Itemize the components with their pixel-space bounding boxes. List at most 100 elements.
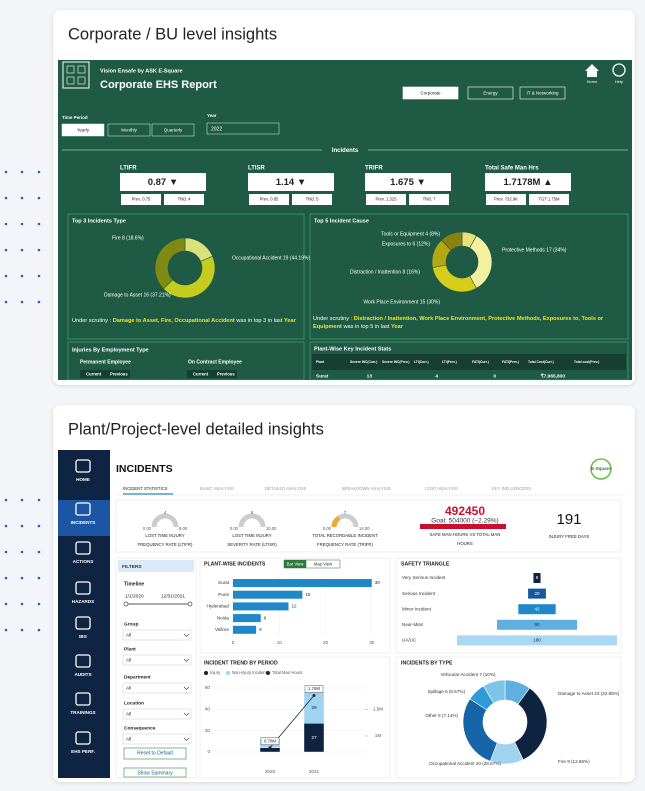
sidebar-item[interactable]: HAZARDS bbox=[72, 599, 94, 604]
button[interactable] bbox=[123, 747, 187, 760]
tab[interactable]: BASIC ANALYSIS bbox=[200, 486, 234, 491]
panel bbox=[199, 557, 391, 654]
sidebar-item[interactable]: HOME bbox=[76, 477, 90, 482]
kpi-name: TRIFR bbox=[365, 166, 383, 172]
label: On Contract Employee bbox=[188, 359, 242, 365]
gauge bbox=[238, 513, 266, 528]
kpi-panel bbox=[115, 499, 622, 553]
filter-dropdown[interactable] bbox=[122, 629, 192, 641]
kpi-sub bbox=[486, 194, 526, 205]
gauge bbox=[151, 513, 179, 528]
tab[interactable]: COST ANALYSIS bbox=[425, 486, 458, 491]
option[interactable] bbox=[151, 123, 195, 137]
label: Previous bbox=[110, 372, 128, 377]
filter-dropdown[interactable] bbox=[122, 708, 192, 720]
table-header: Plant bbox=[316, 360, 325, 364]
category-label: Noida bbox=[217, 615, 229, 620]
kpi-value: 0.87 ▼ bbox=[148, 177, 179, 188]
label: Incidents bbox=[332, 148, 359, 154]
filter-dropdown[interactable] bbox=[122, 733, 192, 745]
table-header: Severe INC(Curr.) bbox=[350, 360, 377, 364]
label: INJURY FREE DAYS bbox=[549, 534, 590, 539]
dot bbox=[37, 196, 41, 200]
sidebar-item[interactable]: AUDITS bbox=[74, 672, 91, 677]
dot bbox=[37, 274, 41, 278]
bar bbox=[457, 635, 617, 646]
option[interactable] bbox=[107, 123, 151, 137]
sidebar-item[interactable]: ACTIONS bbox=[73, 559, 94, 564]
dot bbox=[4, 524, 8, 528]
dropdown[interactable] bbox=[206, 122, 280, 135]
kpi-sub bbox=[292, 194, 332, 205]
value-label: 180 bbox=[533, 638, 541, 643]
filter-name: Group bbox=[124, 621, 138, 627]
toggle[interactable] bbox=[305, 559, 341, 569]
dot bbox=[37, 602, 41, 606]
col-head bbox=[80, 370, 106, 378]
dot bbox=[20, 628, 24, 632]
panel-title: Plant-Wise Key Incident Stats bbox=[314, 346, 391, 352]
dashboard bbox=[58, 60, 632, 380]
filter-value: All bbox=[126, 737, 131, 742]
tab[interactable]: INCIDENT STATISTICS bbox=[123, 486, 168, 491]
note-part: Year bbox=[391, 324, 403, 330]
slider-knob[interactable] bbox=[187, 601, 193, 607]
bar bbox=[233, 602, 289, 611]
chevron bbox=[183, 658, 190, 662]
tab-label: Energy bbox=[483, 91, 498, 96]
note-part: Year bbox=[283, 318, 296, 324]
donut-label: Damage to Asset 23 (32.86%) bbox=[558, 691, 620, 696]
tick-label: 1.5M bbox=[373, 707, 383, 712]
dot bbox=[37, 628, 41, 632]
donut-label: Other 5 (7.14%) bbox=[425, 713, 458, 718]
dropdown-value: 2022 bbox=[211, 126, 222, 132]
section-title: Corporate / BU level insights bbox=[68, 25, 277, 43]
dot bbox=[37, 248, 41, 252]
kpi-name: LTIFR bbox=[120, 166, 137, 172]
tab[interactable]: KEY INFLUENCERS bbox=[492, 486, 531, 491]
filter-value: All bbox=[126, 633, 131, 638]
donut-segment bbox=[154, 237, 186, 290]
button[interactable] bbox=[123, 767, 187, 778]
sidebar-item[interactable]: TRAININGS bbox=[70, 710, 95, 715]
note-part: was in top 5 in last bbox=[341, 324, 392, 330]
section-title: Plant/Project-level detailed insights bbox=[68, 420, 324, 438]
donut-segment bbox=[162, 255, 216, 299]
panel-title: Top 3 Incidents Type bbox=[72, 218, 126, 224]
tab[interactable]: DETAILED ANALYSIS bbox=[265, 486, 306, 491]
tab[interactable]: BREAKDOWN ANALYSIS bbox=[342, 486, 391, 491]
sidebar-icon bbox=[75, 731, 91, 745]
sidebar-icon bbox=[75, 459, 91, 473]
tick-label: 10 bbox=[277, 640, 283, 645]
tab[interactable] bbox=[467, 86, 514, 100]
category-label: Hyderabad bbox=[207, 604, 230, 609]
bar bbox=[497, 619, 577, 630]
tab[interactable] bbox=[519, 86, 566, 100]
table-header: Total Cost(Curr.) bbox=[528, 360, 554, 364]
kpi-value: 1.14 ▼ bbox=[276, 177, 307, 188]
tick-label: 20 bbox=[205, 728, 211, 733]
table-header: Total cost(Prev.) bbox=[574, 360, 599, 364]
filter-dropdown[interactable] bbox=[122, 654, 192, 666]
line-point bbox=[312, 693, 316, 697]
dot bbox=[37, 524, 41, 528]
filter-head bbox=[118, 560, 194, 572]
value-label: 30 bbox=[375, 580, 381, 585]
bar bbox=[528, 588, 546, 599]
brand: Vision Ensafe by ASK E-Square bbox=[100, 68, 183, 74]
chevron bbox=[183, 712, 190, 716]
sidebar-item[interactable]: IBS bbox=[79, 634, 87, 639]
sidebar-item[interactable]: INCIDENTS bbox=[71, 520, 96, 525]
option[interactable] bbox=[61, 123, 105, 137]
progress bbox=[420, 524, 506, 529]
donut-label: Distraction / Inattention 8 (16%) bbox=[350, 269, 420, 275]
filter-dropdown[interactable] bbox=[122, 682, 192, 694]
donut-label: Spillage 6 (8.57%) bbox=[427, 689, 465, 694]
slider-knob[interactable] bbox=[123, 601, 129, 607]
dot bbox=[20, 576, 24, 580]
tab[interactable] bbox=[402, 86, 459, 100]
table-header: LTI(Prev.) bbox=[442, 360, 457, 364]
value-label: 6 bbox=[264, 615, 267, 620]
dot bbox=[37, 550, 41, 554]
sidebar-item[interactable]: EHS PERF. bbox=[71, 749, 95, 754]
